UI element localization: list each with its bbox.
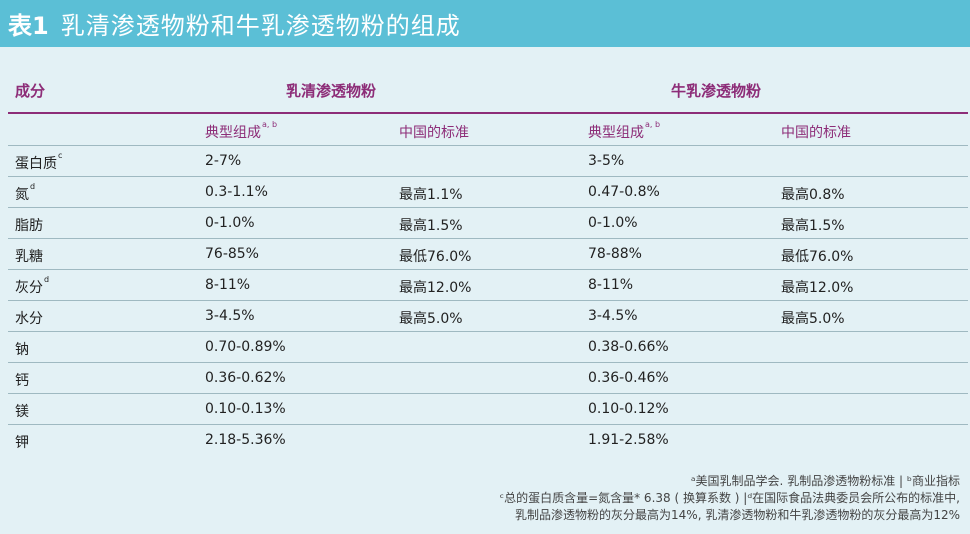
ingredient-name: 灰分: [15, 280, 43, 296]
ingredient-name: 蛋白质: [15, 156, 57, 172]
cell-ingredient: 乳糖: [15, 246, 43, 266]
footnote-line-1: ᵃ美国乳制品学会. 乳制品渗透物粉标准 | ᵇ商业指标: [690, 474, 960, 488]
table-row: 钠 0.70-0.89% 0.38-0.66%: [8, 331, 968, 362]
cell-milk-typical: 0-1.0%: [588, 215, 638, 231]
cell-milk-standard: 最高5.0%: [781, 311, 845, 327]
ingredient-name: 钙: [15, 373, 29, 389]
cell-ingredient: 钾: [15, 432, 29, 452]
cell-whey-typical: 0.3-1.1%: [205, 184, 268, 200]
footnote-line-2: ᶜ总的蛋白质含量=氮含量* 6.38 ( 换算系数 ) |ᵈ在国际食品法典委员会…: [499, 491, 960, 505]
cell-whey-typical: 2.18-5.36%: [205, 432, 286, 448]
footnote-line-3: 乳制品渗透物粉的灰分最高为14%, 乳清渗透物粉和牛乳渗透物粉的灰分最高为12%: [515, 508, 960, 522]
ingredient-name: 氮: [15, 187, 29, 203]
cell-whey-typical: 0.10-0.13%: [205, 401, 286, 417]
cell-ingredient: 脂肪: [15, 215, 43, 235]
cell-whey-typical: 8-11%: [205, 277, 251, 293]
footnote-marker: d: [30, 182, 36, 191]
cell-milk-typical: 1.91-2.58%: [588, 432, 669, 448]
cell-milk-typical: 78-88%: [588, 246, 642, 262]
cell-whey-standard: 最低76.0%: [399, 249, 472, 265]
cell-milk-typical: 0.36-0.46%: [588, 370, 669, 386]
cell-ingredient: 灰分d: [15, 275, 50, 297]
cell-whey-typical: 0.70-0.89%: [205, 339, 286, 355]
table-row: 钙 0.36-0.62% 0.36-0.46%: [8, 362, 968, 393]
cell-ingredient: 水分: [15, 308, 43, 328]
footnote-marker: c: [58, 151, 63, 160]
subheader-milk-typical: 典型组成a, b: [588, 120, 661, 141]
subheader-whey-typical: 典型组成a, b: [205, 120, 278, 141]
cell-whey-standard: 最高1.1%: [399, 187, 463, 203]
cell-ingredient: 蛋白质c: [15, 151, 63, 173]
cell-milk-typical: 0.10-0.12%: [588, 401, 669, 417]
ingredient-name: 钠: [15, 342, 29, 358]
subheader-milk-standard: 中国的标准: [781, 125, 851, 141]
cell-milk-standard: 最高1.5%: [781, 218, 845, 234]
ingredient-name: 镁: [15, 404, 29, 420]
table-row: 氮d 0.3-1.1% 最高1.1% 0.47-0.8% 最高0.8%: [8, 176, 968, 207]
cell-whey-standard: 最高1.5%: [399, 218, 463, 234]
table-row: 蛋白质c 2-7% 3-5%: [8, 145, 968, 176]
table-group-header: 成分 乳清渗透物粉 牛乳渗透物粉: [8, 47, 968, 114]
cell-milk-standard: 最低76.0%: [781, 249, 854, 265]
ingredient-name: 水分: [15, 311, 43, 327]
table-title-bar: 表1 乳清渗透物粉和牛乳渗透物粉的组成: [0, 0, 970, 47]
cell-whey-typical: 2-7%: [205, 153, 242, 169]
table-row: 水分 3-4.5% 最高5.0% 3-4.5% 最高5.0%: [8, 300, 968, 331]
cell-whey-typical: 0.36-0.62%: [205, 370, 286, 386]
cell-ingredient: 氮d: [15, 182, 36, 204]
ingredient-name: 乳糖: [15, 249, 43, 265]
cell-whey-standard: 最高5.0%: [399, 311, 463, 327]
cell-milk-standard: 最高0.8%: [781, 187, 845, 203]
table-row: 乳糖 76-85% 最低76.0% 78-88% 最低76.0%: [8, 238, 968, 269]
subheader-whey-standard: 中国的标准: [399, 125, 469, 141]
table-number: 表1: [8, 12, 49, 40]
cell-ingredient: 钠: [15, 339, 29, 359]
cell-milk-typical: 0.38-0.66%: [588, 339, 669, 355]
header-whey-permeate: 乳清渗透物粉: [286, 82, 377, 100]
table-row: 脂肪 0-1.0% 最高1.5% 0-1.0% 最高1.5%: [8, 207, 968, 238]
ingredient-name: 脂肪: [15, 218, 43, 234]
cell-milk-typical: 8-11%: [588, 277, 634, 293]
cell-whey-standard: 最高12.0%: [399, 280, 472, 296]
cell-milk-typical: 3-4.5%: [588, 308, 638, 324]
table-row: 灰分d 8-11% 最高12.0% 8-11% 最高12.0%: [8, 269, 968, 300]
table-row: 镁 0.10-0.13% 0.10-0.12%: [8, 393, 968, 424]
cell-ingredient: 镁: [15, 401, 29, 421]
table-row: 钾 2.18-5.36% 1.91-2.58%: [8, 424, 968, 455]
header-milk-permeate: 牛乳渗透物粉: [671, 82, 762, 100]
cell-milk-typical: 0.47-0.8%: [588, 184, 660, 200]
footnotes: ᵃ美国乳制品学会. 乳制品渗透物粉标准 | ᵇ商业指标 ᶜ总的蛋白质含量=氮含量…: [260, 473, 960, 524]
ingredient-name: 钾: [15, 435, 29, 451]
cell-whey-typical: 76-85%: [205, 246, 259, 262]
cell-milk-typical: 3-5%: [588, 153, 625, 169]
footnote-marker: d: [44, 275, 50, 284]
cell-milk-standard: 最高12.0%: [781, 280, 854, 296]
table-title: 乳清渗透物粉和牛乳渗透物粉的组成: [60, 12, 461, 40]
cell-whey-typical: 0-1.0%: [205, 215, 255, 231]
cell-ingredient: 钙: [15, 370, 29, 390]
cell-whey-typical: 3-4.5%: [205, 308, 255, 324]
header-ingredient: 成分: [15, 82, 46, 100]
table-subheader: 典型组成a, b 中国的标准 典型组成a, b 中国的标准: [8, 114, 968, 145]
